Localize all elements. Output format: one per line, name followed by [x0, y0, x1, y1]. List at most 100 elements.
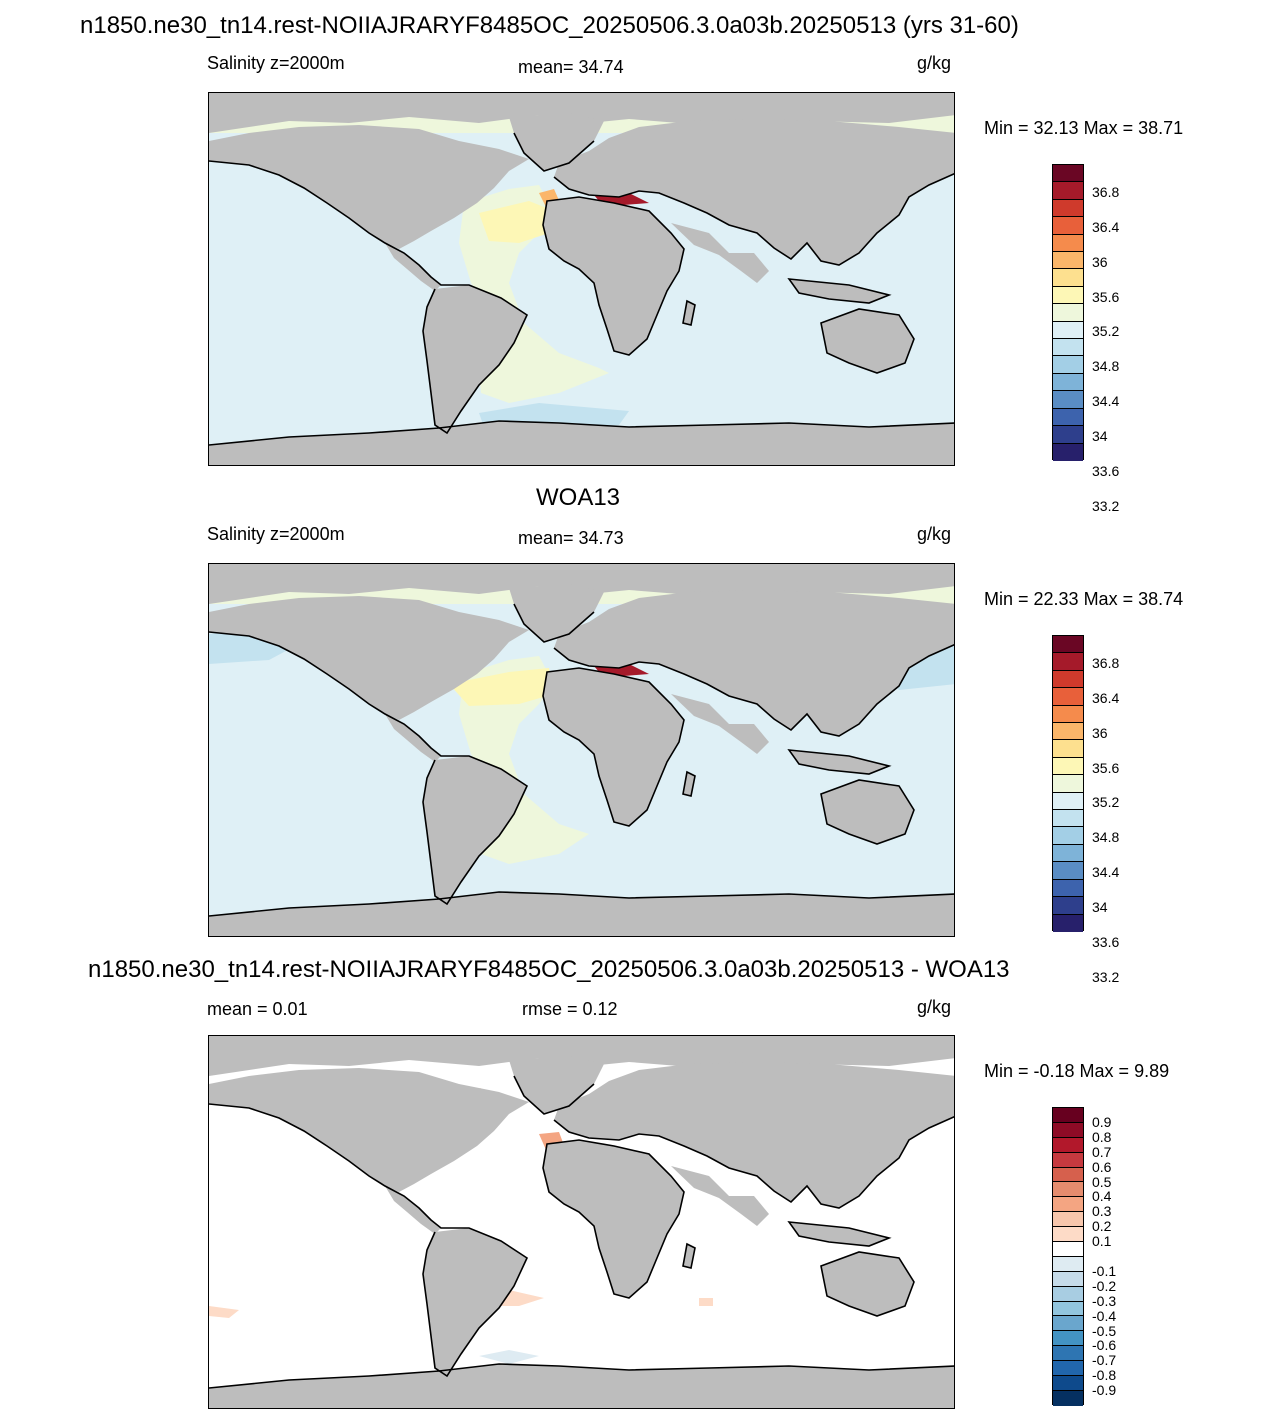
- colorbar-segment: [1053, 1122, 1083, 1138]
- colorbar-tick-label: 0.5: [1092, 1173, 1112, 1190]
- colorbar-tick-label: 34.8: [1092, 829, 1120, 846]
- colorbar-segment: [1053, 1212, 1083, 1228]
- colorbar-tick-label: 34.8: [1092, 358, 1120, 375]
- panel2-units: g/kg: [917, 524, 952, 544]
- colorbar-segment: [1053, 636, 1083, 654]
- colorbar-segment: [1053, 391, 1083, 409]
- colorbar-tick-label: -0.9: [1092, 1382, 1117, 1399]
- colorbar-segment: [1053, 1242, 1083, 1257]
- colorbar-segment: [1053, 426, 1083, 444]
- colorbar-segment: [1053, 199, 1083, 218]
- panel3-mean-label: mean = 0.01: [207, 999, 308, 1019]
- panel1-units: g/kg: [917, 53, 952, 73]
- colorbar-segment: [1053, 269, 1083, 287]
- colorbar-tick-label: 33.6: [1092, 933, 1120, 950]
- colorbar-tick-label: 36.8: [1092, 655, 1120, 672]
- colorbar-segment: [1053, 670, 1083, 689]
- colorbar-segment: [1053, 217, 1083, 235]
- colorbar-segment: [1053, 1286, 1083, 1302]
- colorbar-segment: [1053, 356, 1083, 374]
- colorbar-segment: [1053, 165, 1083, 183]
- colorbar-tick-label: 34: [1092, 427, 1108, 444]
- main-title: n1850.ne30_tn14.rest-NOIIAJRARYF8485OC_2…: [80, 12, 1019, 39]
- panel2-map: [208, 563, 955, 937]
- colorbar-segment: [1053, 339, 1083, 357]
- panel3-rmse-label: rmse = 0.12: [522, 999, 618, 1019]
- colorbar-tick-label: 36: [1092, 724, 1108, 741]
- colorbar-segment: [1053, 182, 1083, 200]
- panel2-title: WOA13: [536, 484, 621, 511]
- colorbar-segment: [1053, 1182, 1083, 1198]
- colorbar-tick-label: -0.7: [1092, 1352, 1117, 1369]
- colorbar-segment: [1053, 1256, 1083, 1272]
- colorbar-segment: [1053, 1197, 1083, 1213]
- colorbar-tick-label: 0.2: [1092, 1218, 1112, 1235]
- colorbar-segment: [1053, 1152, 1083, 1168]
- panel3-units: g/kg: [917, 997, 952, 1017]
- colorbar-segment: [1053, 1390, 1083, 1406]
- colorbar-segment: [1053, 688, 1083, 706]
- colorbar-segment: [1053, 373, 1083, 392]
- colorbar-segment: [1053, 914, 1083, 932]
- colorbar-tick-label: 36.4: [1092, 218, 1120, 235]
- colorbar-segment: [1053, 879, 1083, 898]
- colorbar-tick-label: -0.6: [1092, 1337, 1117, 1354]
- panel3-minmax: Min = -0.18 Max = 9.89: [984, 1061, 1170, 1081]
- colorbar-tick-label: 35.6: [1092, 759, 1120, 776]
- colorbar-segment: [1053, 740, 1083, 758]
- colorbar-segment: [1053, 775, 1083, 793]
- colorbar-tick-label: 36.8: [1092, 184, 1120, 201]
- panel1-map: [208, 92, 955, 466]
- colorbar-segment: [1053, 234, 1083, 253]
- panel3-title: n1850.ne30_tn14.rest-NOIIAJRARYF8485OC_2…: [88, 956, 1010, 983]
- colorbar-segment: [1053, 705, 1083, 724]
- panel2-mean-label: mean= 34.73: [518, 528, 624, 548]
- colorbar-segment: [1053, 304, 1083, 322]
- north-atlantic-tongue: [449, 668, 554, 706]
- colorbar-segment: [1053, 1361, 1083, 1377]
- panel2-left-label: Salinity z=2000m: [207, 524, 345, 544]
- colorbar-segment: [1053, 792, 1083, 811]
- colorbar-segment: [1053, 844, 1083, 863]
- colorbar-tick-label: 34.4: [1092, 393, 1120, 410]
- colorbar-tick-label: -0.3: [1092, 1292, 1117, 1309]
- colorbar-segment: [1053, 1108, 1083, 1123]
- colorbar-tick-label: -0.4: [1092, 1307, 1117, 1324]
- colorbar-tick-label: 0.4: [1092, 1188, 1112, 1205]
- colorbar-segment: [1053, 757, 1083, 776]
- colorbar-tick-label: 33.2: [1092, 968, 1120, 985]
- colorbar-segment: [1053, 1301, 1083, 1317]
- colorbar-segment: [1053, 1316, 1083, 1332]
- colorbar-segment: [1053, 1376, 1083, 1391]
- colorbar-segment: [1053, 1331, 1083, 1347]
- pacific-anomaly: [209, 1306, 239, 1318]
- colorbar-tick-label: -0.1: [1092, 1262, 1117, 1279]
- colorbar-tick-label: -0.2: [1092, 1277, 1117, 1294]
- colorbar-tick-label: 0.6: [1092, 1158, 1112, 1175]
- colorbar-segment: [1053, 321, 1083, 340]
- panel2-colorbar: [1052, 635, 1084, 932]
- colorbar-tick-label: 34: [1092, 898, 1108, 915]
- panel3-map: [208, 1035, 955, 1409]
- colorbar-segment: [1053, 653, 1083, 671]
- colorbar-segment: [1053, 1227, 1083, 1243]
- panel1-colorbar: [1052, 164, 1084, 461]
- colorbar-segment: [1053, 252, 1083, 270]
- colorbar-segment: [1053, 1271, 1083, 1287]
- panel2-minmax: Min = 22.33 Max = 38.74: [984, 589, 1184, 609]
- colorbar-tick-label: 35.2: [1092, 794, 1120, 811]
- colorbar-tick-label: 35.2: [1092, 323, 1120, 340]
- colorbar-segment: [1053, 286, 1083, 305]
- colorbar-tick-label: 34.4: [1092, 864, 1120, 881]
- colorbar-segment: [1053, 810, 1083, 828]
- colorbar-tick-label: 0.3: [1092, 1203, 1112, 1220]
- colorbar-segment: [1053, 1346, 1083, 1362]
- colorbar-tick-label: 33.2: [1092, 497, 1120, 514]
- colorbar-segment: [1053, 408, 1083, 427]
- panel1-left-label: Salinity z=2000m: [207, 53, 345, 73]
- colorbar-tick-label: 0.1: [1092, 1233, 1112, 1250]
- colorbar-tick-label: 36.4: [1092, 689, 1120, 706]
- colorbar-segment: [1053, 897, 1083, 915]
- colorbar-tick-label: 0.9: [1092, 1113, 1112, 1130]
- colorbar-tick-label: -0.5: [1092, 1322, 1117, 1339]
